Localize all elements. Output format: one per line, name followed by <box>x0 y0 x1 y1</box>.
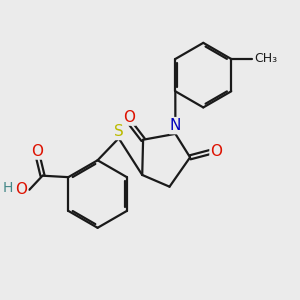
Text: O: O <box>15 182 27 197</box>
Text: H: H <box>3 181 13 195</box>
Text: S: S <box>114 124 124 139</box>
Text: N: N <box>170 118 181 133</box>
Text: O: O <box>123 110 135 124</box>
Text: O: O <box>211 144 223 159</box>
Text: O: O <box>32 143 44 158</box>
Text: CH₃: CH₃ <box>254 52 277 65</box>
